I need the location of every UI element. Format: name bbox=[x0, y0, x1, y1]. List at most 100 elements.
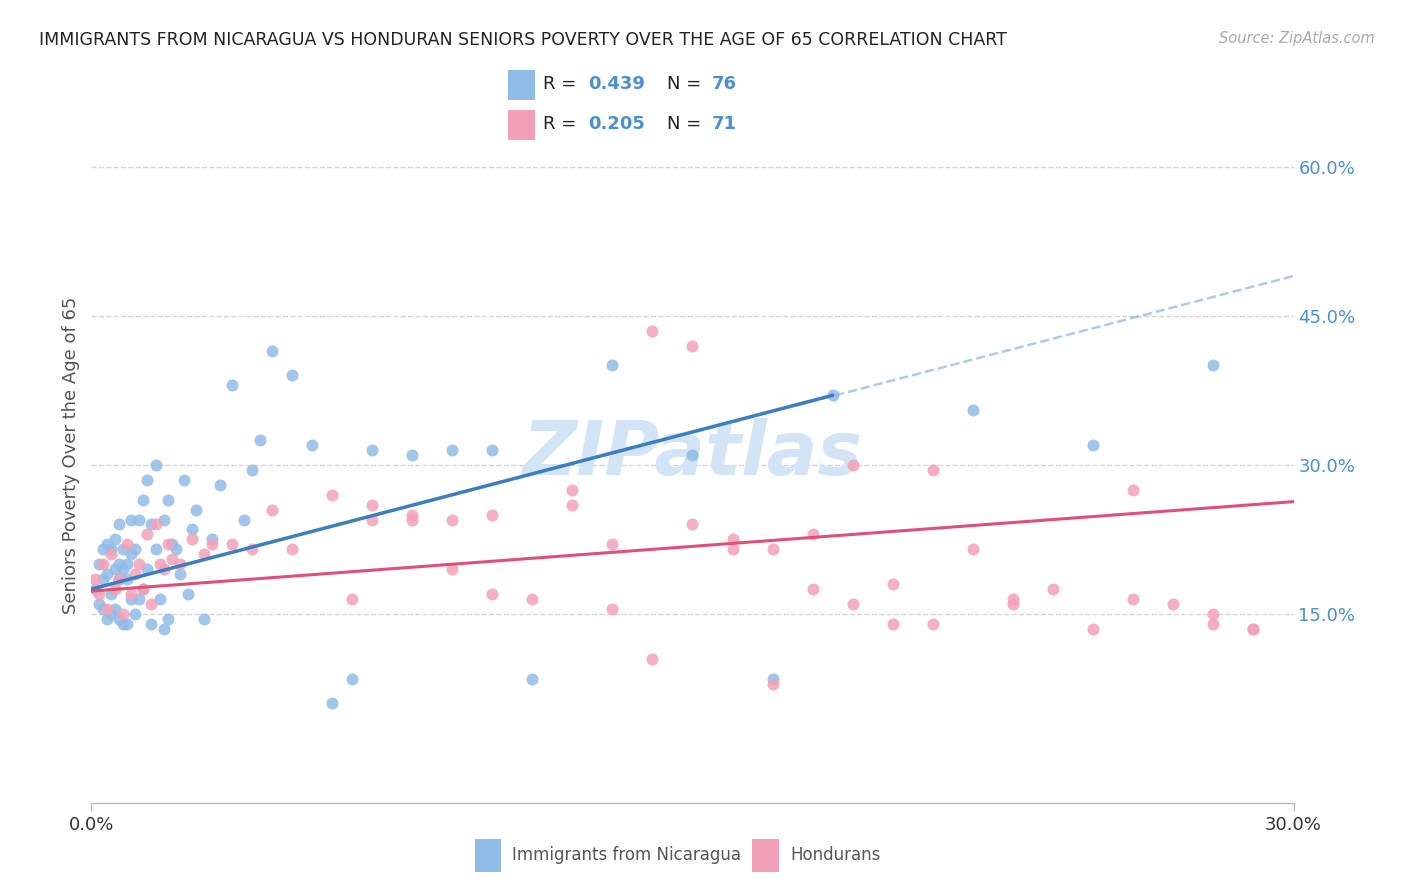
Point bbox=[136, 562, 159, 576]
FancyBboxPatch shape bbox=[475, 839, 502, 871]
Point bbox=[360, 498, 382, 512]
Point bbox=[93, 558, 115, 572]
Point bbox=[481, 587, 503, 601]
Point bbox=[260, 343, 283, 358]
Text: ZIPatlas: ZIPatlas bbox=[523, 418, 862, 491]
Point bbox=[340, 672, 363, 686]
Point bbox=[96, 567, 118, 582]
Point bbox=[641, 651, 664, 665]
Point bbox=[401, 448, 423, 462]
Point bbox=[152, 562, 174, 576]
Point bbox=[602, 602, 624, 616]
Point bbox=[401, 508, 423, 522]
Point bbox=[641, 324, 664, 338]
Point bbox=[132, 492, 155, 507]
Point bbox=[801, 527, 824, 541]
Point bbox=[93, 542, 115, 557]
Point bbox=[481, 508, 503, 522]
Point bbox=[340, 592, 363, 607]
Point bbox=[104, 533, 127, 547]
Point bbox=[169, 558, 191, 572]
Point bbox=[922, 616, 945, 631]
FancyBboxPatch shape bbox=[508, 110, 534, 139]
Point bbox=[112, 542, 135, 557]
Point bbox=[136, 473, 159, 487]
Point bbox=[173, 473, 195, 487]
Point bbox=[121, 592, 143, 607]
Text: 76: 76 bbox=[711, 75, 737, 93]
Point bbox=[145, 517, 167, 532]
Point bbox=[96, 602, 118, 616]
Point bbox=[301, 438, 323, 452]
Point bbox=[108, 558, 131, 572]
Text: IMMIGRANTS FROM NICARAGUA VS HONDURAN SENIORS POVERTY OVER THE AGE OF 65 CORRELA: IMMIGRANTS FROM NICARAGUA VS HONDURAN SE… bbox=[39, 31, 1007, 49]
Point bbox=[201, 533, 224, 547]
Text: N =: N = bbox=[668, 115, 707, 133]
Point bbox=[1083, 622, 1105, 636]
Point bbox=[721, 533, 744, 547]
Text: 71: 71 bbox=[711, 115, 737, 133]
Point bbox=[1122, 592, 1144, 607]
Text: Immigrants from Nicaragua: Immigrants from Nicaragua bbox=[512, 847, 741, 864]
Point bbox=[602, 359, 624, 373]
Point bbox=[561, 498, 583, 512]
Text: Hondurans: Hondurans bbox=[790, 847, 880, 864]
Point bbox=[1001, 597, 1024, 611]
Point bbox=[321, 488, 343, 502]
Point bbox=[321, 697, 343, 711]
Point bbox=[762, 672, 785, 686]
Point bbox=[481, 442, 503, 457]
Point bbox=[93, 572, 115, 586]
Point bbox=[121, 587, 143, 601]
Point bbox=[193, 612, 215, 626]
Y-axis label: Seniors Poverty Over the Age of 65: Seniors Poverty Over the Age of 65 bbox=[62, 296, 80, 614]
Point bbox=[882, 616, 904, 631]
Point bbox=[208, 477, 231, 491]
Point bbox=[96, 537, 118, 551]
Point bbox=[124, 567, 146, 582]
Point bbox=[112, 616, 135, 631]
Point bbox=[180, 533, 202, 547]
Point bbox=[962, 542, 984, 557]
Point bbox=[1243, 622, 1265, 636]
Point bbox=[1163, 597, 1185, 611]
Point bbox=[1202, 359, 1225, 373]
Point bbox=[360, 512, 382, 526]
Point bbox=[84, 572, 107, 586]
Point bbox=[104, 582, 127, 596]
Text: N =: N = bbox=[668, 75, 707, 93]
Point bbox=[240, 463, 263, 477]
Point bbox=[962, 403, 984, 417]
Point bbox=[401, 512, 423, 526]
Point bbox=[260, 502, 283, 516]
Point bbox=[180, 523, 202, 537]
Point bbox=[108, 612, 131, 626]
Point bbox=[1243, 622, 1265, 636]
Point bbox=[117, 537, 139, 551]
Point bbox=[121, 512, 143, 526]
Point bbox=[93, 602, 115, 616]
Text: R =: R = bbox=[543, 75, 582, 93]
Point bbox=[841, 597, 863, 611]
Point bbox=[681, 338, 703, 352]
Point bbox=[156, 537, 179, 551]
Point bbox=[1122, 483, 1144, 497]
Point bbox=[128, 558, 150, 572]
Point bbox=[96, 612, 118, 626]
Point bbox=[681, 517, 703, 532]
Point bbox=[561, 483, 583, 497]
FancyBboxPatch shape bbox=[508, 70, 534, 100]
Point bbox=[801, 582, 824, 596]
Point bbox=[1042, 582, 1064, 596]
Point bbox=[762, 542, 785, 557]
Point bbox=[440, 562, 463, 576]
Point bbox=[440, 442, 463, 457]
Point bbox=[145, 542, 167, 557]
Point bbox=[156, 492, 179, 507]
Point bbox=[104, 562, 127, 576]
Point bbox=[882, 577, 904, 591]
Point bbox=[602, 537, 624, 551]
Point bbox=[522, 592, 544, 607]
Point bbox=[100, 607, 122, 621]
Point bbox=[160, 537, 183, 551]
